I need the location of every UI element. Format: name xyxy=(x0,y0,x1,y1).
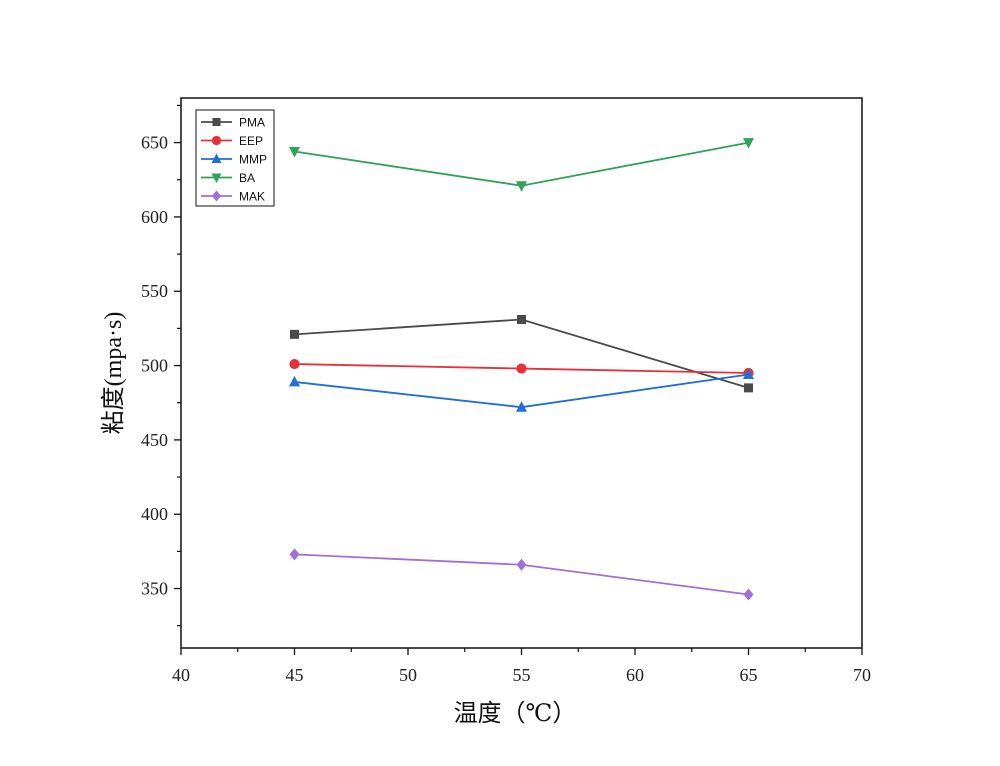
data-point-eep xyxy=(516,363,527,374)
y-axis-ticks: 350 400 450 500 550 600 650 xyxy=(141,104,181,627)
x-axis-ticks: 40 45 50 55 60 65 70 xyxy=(172,648,871,685)
data-point-mmp xyxy=(743,368,754,379)
x-tick-label: 50 xyxy=(399,665,417,685)
legend-item-pma: PMA xyxy=(201,116,265,130)
legend-marker xyxy=(211,135,222,146)
y-tick-label: 500 xyxy=(141,356,168,376)
y-axis-title: 粘度(mpa·s) xyxy=(100,312,127,435)
series-line-ba xyxy=(294,141,749,187)
x-tick-label: 45 xyxy=(286,665,304,685)
legend-label: PMA xyxy=(239,116,265,130)
legend-label: MAK xyxy=(239,190,265,204)
series-mmp xyxy=(289,368,754,412)
legend-label: BA xyxy=(239,171,255,185)
series-pma xyxy=(290,314,753,393)
data-point-mak xyxy=(289,548,300,561)
legend-label: MMP xyxy=(239,153,267,167)
data-point-ba xyxy=(516,181,527,192)
series-ba xyxy=(289,138,754,192)
y-tick-label: 350 xyxy=(141,579,168,599)
x-tick-label: 70 xyxy=(853,665,871,685)
legend-marker xyxy=(211,173,222,183)
data-point-eep xyxy=(289,358,300,370)
data-point-mak xyxy=(743,588,754,601)
y-tick-label: 600 xyxy=(141,207,168,227)
y-tick-label: 400 xyxy=(141,504,168,524)
y-tick-label: 650 xyxy=(141,133,168,153)
legend-item-eep: EEP xyxy=(201,134,263,148)
x-tick-label: 55 xyxy=(513,665,531,685)
legend-item-ba: BA xyxy=(201,171,255,185)
legend-box xyxy=(195,109,275,207)
legend: PMA EEP MMP BA MAK xyxy=(195,109,275,207)
data-point-mak xyxy=(516,558,527,571)
data-point-ba xyxy=(743,138,754,149)
legend-label: EEP xyxy=(239,134,263,148)
data-point-mmp xyxy=(516,401,527,412)
series-layer xyxy=(289,138,754,601)
data-point-ba xyxy=(289,147,300,158)
legend-item-mak: MAK xyxy=(201,190,265,204)
data-point-mmp xyxy=(289,375,300,387)
y-tick-label: 550 xyxy=(141,281,168,301)
series-line-pma xyxy=(294,318,749,389)
legend-marker xyxy=(211,153,222,163)
x-tick-label: 65 xyxy=(740,665,758,685)
legend-marker xyxy=(212,118,221,126)
data-point-pma xyxy=(744,383,753,393)
x-axis-title: 温度（℃） xyxy=(454,700,577,727)
x-tick-label: 40 xyxy=(172,665,190,685)
series-mak xyxy=(289,548,754,601)
y-tick-label: 450 xyxy=(141,430,168,450)
data-point-pma xyxy=(290,329,299,339)
legend-item-mmp: MMP xyxy=(201,153,267,167)
legend-marker xyxy=(212,190,221,202)
data-point-pma xyxy=(517,314,526,324)
x-tick-label: 60 xyxy=(626,665,644,685)
